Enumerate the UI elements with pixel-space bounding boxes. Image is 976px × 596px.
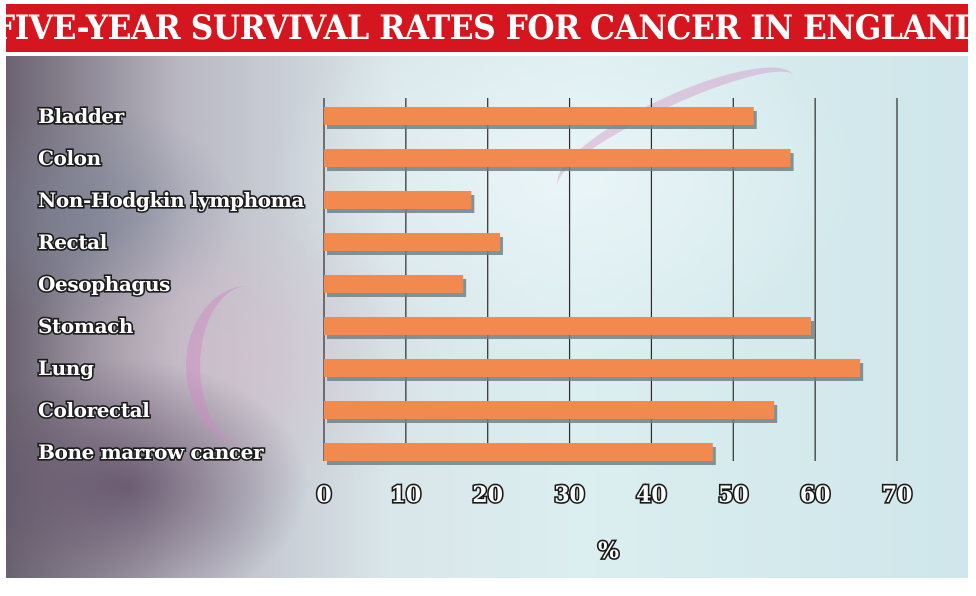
category-label: Stomach [38, 314, 134, 338]
category-label: Rectal [38, 230, 108, 254]
chart-panel: Bladder Colon Non-Hodgkin lymphoma Rectal Oe… [6, 56, 968, 578]
bars [324, 107, 864, 465]
title-bar: FIVE-YEAR SURVIVAL RATES FOR CANCER IN E… [0, 4, 976, 52]
x-tick-label: 70 [882, 482, 913, 508]
bar-rectal [324, 233, 500, 251]
bar-bone-marrow-cancer [324, 443, 713, 461]
bar-chart: Bladder Colon Non-Hodgkin lymphoma Rectal Oe… [36, 98, 914, 566]
x-tick-label: 20 [472, 482, 503, 508]
x-tick-label: 0 [316, 482, 331, 508]
x-tick-labels: 0 10 20 30 40 50 60 70 [315, 480, 914, 509]
x-tick-label: 30 [554, 482, 585, 508]
category-label: Non-Hodgkin lymphoma [38, 188, 304, 212]
chart-title: FIVE-YEAR SURVIVAL RATES FOR CANCER IN E… [0, 8, 976, 48]
bar-stomach [324, 317, 812, 335]
bar-lung [324, 359, 861, 377]
chart-frame: FIVE-YEAR SURVIVAL RATES FOR CANCER IN E… [0, 4, 976, 578]
x-tick-label: 50 [718, 482, 749, 508]
category-label: Lung [38, 356, 94, 380]
bar-non-hodgkin-lymphoma [324, 191, 472, 209]
category-label: Bladder [38, 104, 125, 128]
x-axis-title: % [598, 538, 619, 564]
bar-colorectal [324, 401, 775, 419]
bar-oesophagus [324, 275, 464, 293]
category-label: Bone marrow cancer [38, 440, 264, 464]
category-labels: Bladder Colon Non-Hodgkin lymphoma Rectal Oe… [36, 102, 306, 465]
x-tick-label: 40 [636, 482, 667, 508]
x-tick-label: 10 [391, 482, 422, 508]
x-tick-label: 60 [800, 482, 831, 508]
category-label: Colorectal [38, 398, 150, 422]
category-label: Colon [38, 146, 102, 170]
category-label: Oesophagus [38, 272, 170, 296]
bar-colon [324, 149, 791, 167]
bar-bladder [324, 107, 754, 125]
